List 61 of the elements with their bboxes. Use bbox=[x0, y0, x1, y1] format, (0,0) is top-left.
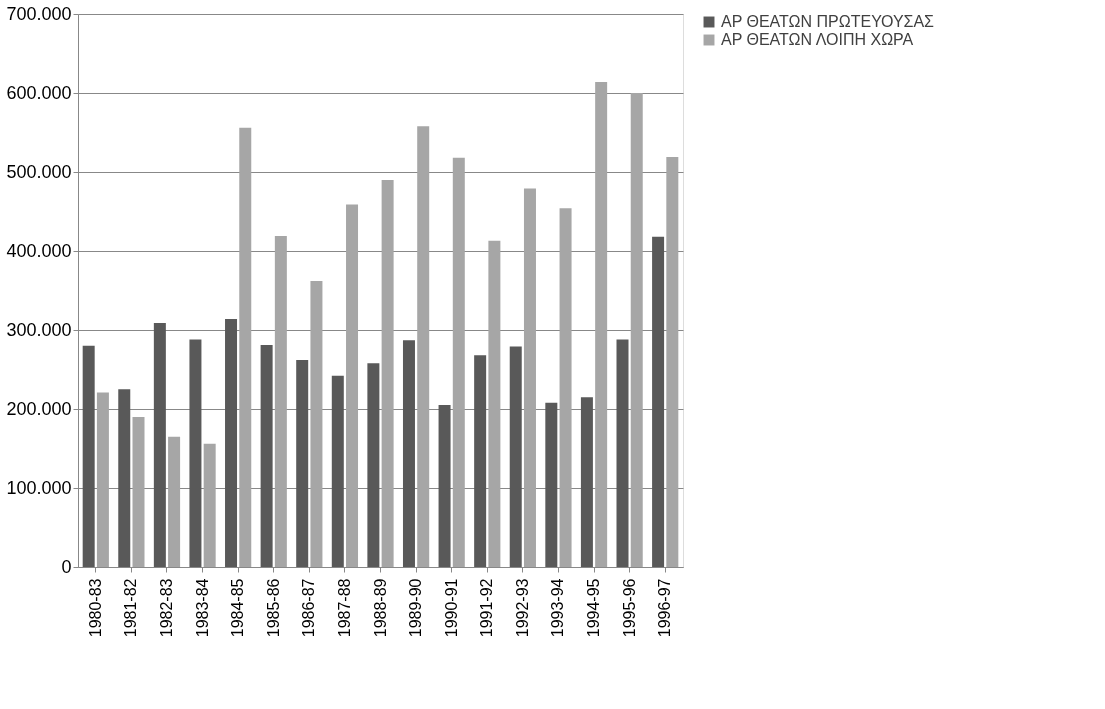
bar bbox=[260, 345, 273, 567]
bar bbox=[203, 443, 216, 567]
bar bbox=[132, 416, 145, 567]
y-tick-label: 400.000 bbox=[6, 240, 72, 261]
legend-label: ΑΡ ΘΕΑΤΩΝ ΛΟΙΠΗ ΧΩΡΑ bbox=[721, 31, 914, 48]
bar bbox=[474, 355, 487, 567]
y-tick-label: 600.000 bbox=[6, 82, 72, 103]
x-tick-label: 1984-85 bbox=[229, 578, 247, 638]
bar bbox=[381, 179, 394, 567]
bar bbox=[417, 126, 430, 567]
x-tick-label: 1994-95 bbox=[585, 578, 603, 638]
bar bbox=[367, 363, 380, 567]
bar bbox=[96, 392, 109, 567]
x-tick-label: 1980-83 bbox=[86, 578, 104, 638]
bar bbox=[488, 240, 501, 567]
x-tick-label: 1981-82 bbox=[122, 578, 140, 638]
y-tick-label: 100.000 bbox=[6, 477, 72, 498]
bar bbox=[310, 281, 323, 567]
bar bbox=[559, 208, 572, 567]
x-tick-label: 1991-92 bbox=[478, 578, 496, 638]
x-tick-label: 1996-97 bbox=[656, 578, 674, 638]
x-tick-label: 1983-84 bbox=[193, 578, 211, 638]
x-tick-label: 1985-86 bbox=[264, 578, 282, 638]
bar bbox=[346, 204, 359, 567]
bar bbox=[616, 339, 629, 567]
bar bbox=[189, 339, 202, 567]
x-tick-label: 1993-94 bbox=[549, 578, 567, 638]
x-tick-label: 1982-83 bbox=[157, 578, 175, 638]
x-tick-label: 1989-90 bbox=[407, 578, 425, 638]
x-tick-label: 1992-93 bbox=[513, 578, 531, 638]
bar bbox=[545, 402, 558, 567]
bar bbox=[523, 188, 536, 567]
bar bbox=[168, 436, 181, 567]
bar bbox=[595, 81, 608, 567]
y-tick-label: 200.000 bbox=[6, 398, 72, 419]
bar bbox=[225, 318, 238, 567]
bar bbox=[580, 397, 593, 567]
y-tick-label: 0 bbox=[61, 556, 72, 577]
bar bbox=[239, 127, 252, 567]
x-tick-label: 1988-89 bbox=[371, 578, 389, 638]
bar bbox=[452, 157, 465, 567]
bar bbox=[402, 340, 415, 567]
y-tick-label: 300.000 bbox=[6, 319, 72, 340]
bar bbox=[438, 405, 451, 567]
bar bbox=[118, 389, 131, 567]
bar bbox=[331, 375, 344, 567]
bar bbox=[274, 235, 287, 567]
bar bbox=[153, 322, 166, 567]
bar bbox=[630, 93, 643, 567]
x-tick-label: 1990-91 bbox=[442, 578, 460, 638]
bar bbox=[652, 236, 665, 567]
bar bbox=[296, 360, 309, 567]
bar bbox=[509, 346, 522, 567]
bar bbox=[82, 345, 95, 567]
x-tick-label: 1986-87 bbox=[300, 578, 318, 638]
legend-label: ΑΡ ΘΕΑΤΩΝ ΠΡΩΤΕΥΟΥΣΑΣ bbox=[721, 13, 935, 30]
y-tick-label: 500.000 bbox=[6, 161, 72, 182]
bar bbox=[666, 156, 679, 567]
x-tick-label: 1987-88 bbox=[335, 578, 353, 638]
x-tick-label: 1995-96 bbox=[620, 578, 638, 638]
y-tick-label: 700.000 bbox=[6, 3, 72, 24]
